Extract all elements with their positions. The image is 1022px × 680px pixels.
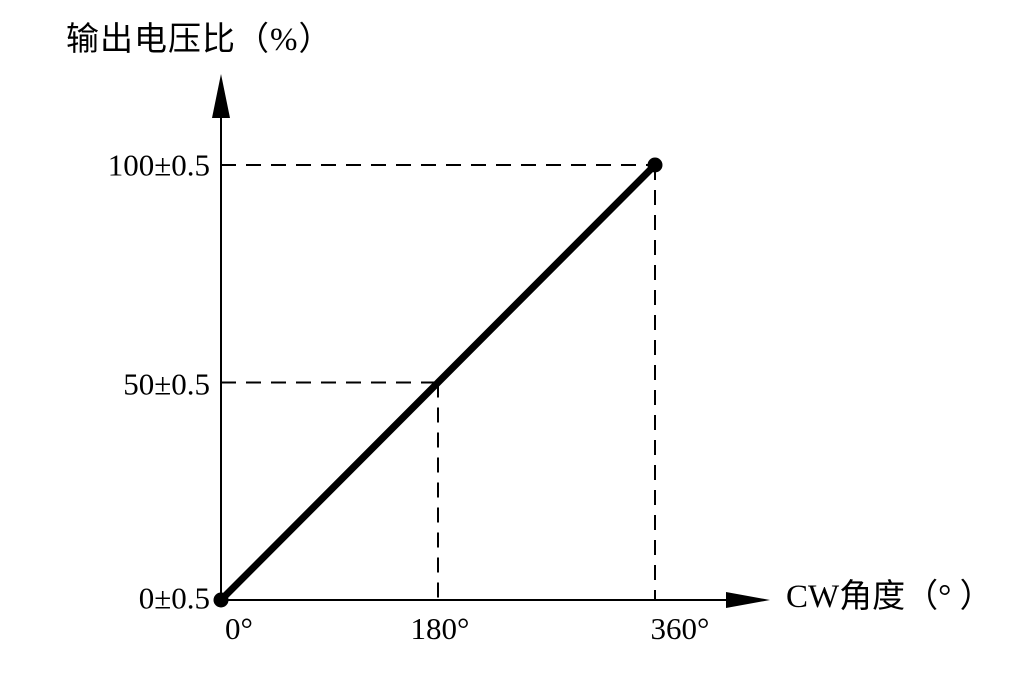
x-axis-title: CW角度（° ） [786,579,993,615]
data-point-marker-360 [647,157,663,173]
y-tick-label-50: 50±0.5 [123,366,210,402]
x-axis-arrowhead-icon [726,592,770,608]
x-tick-label-0: 0° [225,611,253,646]
y-tick-label-100: 100±0.5 [107,147,210,183]
data-line [217,161,659,604]
x-tick-label-360: 360° [650,611,710,646]
y-tick-label-0: 0±0.5 [138,580,210,616]
y-axis-title: 输出电压比（%） [66,22,333,58]
x-tick-label-180: 180° [410,611,470,646]
data-point-marker-0 [213,592,229,608]
y-axis-arrowhead-icon [212,74,230,118]
